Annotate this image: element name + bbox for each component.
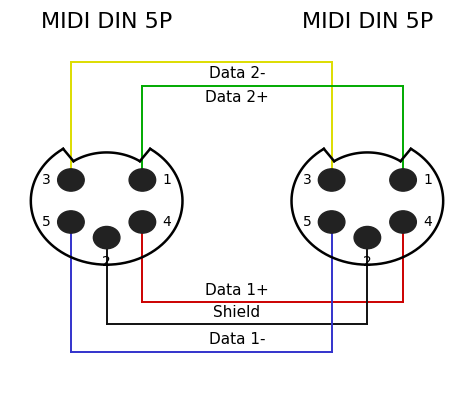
Text: 2: 2 (102, 255, 111, 269)
Circle shape (58, 211, 84, 233)
Text: 2: 2 (363, 255, 372, 269)
Circle shape (319, 211, 345, 233)
Text: 1: 1 (163, 173, 172, 187)
Text: 5: 5 (42, 215, 51, 229)
Text: MIDI DIN 5P: MIDI DIN 5P (302, 12, 433, 32)
Text: 4: 4 (423, 215, 432, 229)
Circle shape (129, 169, 155, 191)
Circle shape (93, 226, 120, 249)
Text: Data 2-: Data 2- (209, 66, 265, 82)
Text: Data 1-: Data 1- (209, 332, 265, 347)
Text: MIDI DIN 5P: MIDI DIN 5P (41, 12, 172, 32)
Text: 3: 3 (42, 173, 51, 187)
Text: 5: 5 (302, 215, 311, 229)
Text: Data 2+: Data 2+ (205, 90, 269, 105)
Text: 4: 4 (163, 215, 172, 229)
Circle shape (58, 169, 84, 191)
Circle shape (390, 169, 416, 191)
Circle shape (319, 169, 345, 191)
Circle shape (354, 226, 381, 249)
Circle shape (390, 211, 416, 233)
Text: 1: 1 (423, 173, 432, 187)
Text: 3: 3 (302, 173, 311, 187)
Text: Data 1+: Data 1+ (205, 283, 269, 298)
Circle shape (129, 211, 155, 233)
Text: Shield: Shield (213, 304, 261, 320)
